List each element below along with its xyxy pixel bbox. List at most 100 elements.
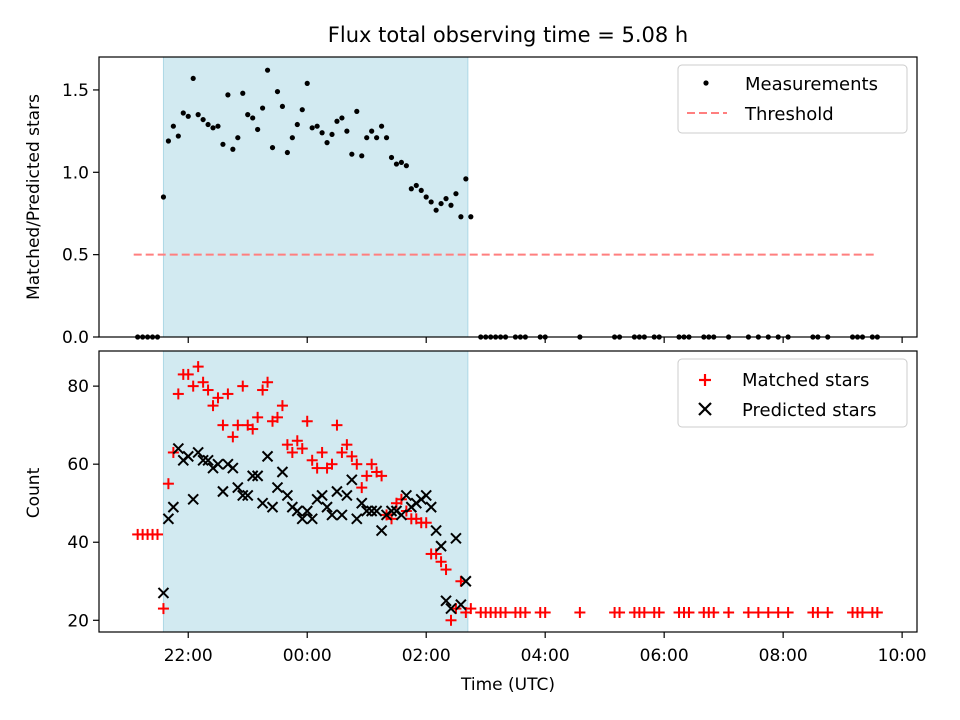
count-y-tick-label: 20 <box>67 611 89 631</box>
measurement-point <box>274 88 281 95</box>
measurement-point <box>284 149 290 156</box>
ratio-x-ticks <box>187 337 903 343</box>
measurement-point <box>453 191 459 197</box>
predicted-star-point <box>331 485 343 498</box>
predicted-star-point <box>341 489 353 502</box>
predicted-star-point <box>425 501 437 513</box>
matched-star-point <box>217 419 229 431</box>
count-x-tick-label: 00:00 <box>283 646 332 666</box>
matched-star-point <box>157 603 169 615</box>
predicted-star-point <box>271 481 284 494</box>
predicted-star-point <box>217 485 229 498</box>
predicted-star-point <box>251 470 264 482</box>
measurement-point <box>309 125 315 131</box>
measurement-point <box>364 135 370 141</box>
measurement-point <box>324 140 330 146</box>
matched-star-point <box>708 606 720 618</box>
ratio-y-ticks: 0.0 0.5 1.0 1.5 <box>62 81 99 348</box>
measurement-point <box>269 144 276 151</box>
predicted-star-point <box>172 442 185 455</box>
count-y-tick-label: 40 <box>67 533 89 553</box>
measurement-point <box>393 161 400 167</box>
predicted-star-point <box>356 497 368 509</box>
matched-star-point <box>172 388 184 400</box>
predicted-star-points <box>157 442 472 615</box>
matched-star-point <box>361 470 373 482</box>
matched-star-point <box>782 606 794 618</box>
predicted-star-point <box>192 446 204 459</box>
measurement-point <box>245 112 251 118</box>
matched-star-point <box>638 606 650 618</box>
measurement-point <box>205 121 211 128</box>
measurement-point <box>255 126 261 133</box>
predicted-star-point <box>445 602 457 615</box>
matched-star-point <box>306 454 318 466</box>
matched-star-point <box>291 435 303 447</box>
predicted-star-point <box>365 505 378 517</box>
ratio-y-tick-label: 0.0 <box>62 328 89 348</box>
matched-star-point <box>752 606 764 618</box>
predicted-star-point <box>276 466 289 478</box>
measurement-point <box>378 123 385 129</box>
count-x-tick-label: 06:00 <box>640 646 689 666</box>
measurement-point <box>433 207 439 213</box>
predicted-star-point <box>232 481 244 494</box>
matched-star-point <box>202 384 214 396</box>
measurement-point <box>314 123 320 129</box>
matched-star-point <box>276 400 288 412</box>
matched-star-point <box>252 411 264 423</box>
matched-star-point <box>192 361 204 373</box>
matched-star-point <box>812 606 824 618</box>
measurement-point <box>279 103 286 110</box>
measurement-point <box>200 116 206 123</box>
predicted-star-point <box>237 489 249 502</box>
measurement-point <box>408 186 414 192</box>
predicted-star-point <box>167 501 180 513</box>
count-x-tick-label: 10:00 <box>878 646 927 666</box>
count-legend-box <box>677 358 908 428</box>
matched-star-point <box>822 606 834 618</box>
matched-star-point <box>326 458 338 470</box>
predicted-star-point <box>326 509 338 521</box>
measurement-point <box>334 118 340 124</box>
predicted-star-point <box>212 458 224 470</box>
matched-star-point <box>500 606 512 618</box>
measurement-point <box>319 130 325 136</box>
count-y-tick-label: 60 <box>67 455 89 475</box>
matched-star-point <box>281 439 293 451</box>
count-panel: 20 40 60 80 22:00 00:00 02:00 04:00 06:00 08:00 1… <box>24 350 927 695</box>
count-axes-frame <box>98 350 918 633</box>
measurement-point <box>250 115 256 121</box>
matched-star-point <box>311 462 323 474</box>
measurement-point <box>448 202 454 208</box>
measurement-point <box>359 153 365 159</box>
matched-star-point <box>331 419 343 431</box>
matched-star-point <box>762 606 774 618</box>
legend-label-threshold: Threshold <box>744 104 834 125</box>
measurement-point <box>344 128 350 134</box>
ratio-axes-frame <box>98 56 918 338</box>
measurement-point <box>299 107 305 113</box>
legend-marker-predicted <box>698 402 712 416</box>
matched-star-point <box>187 380 199 392</box>
matched-star-point <box>341 439 353 451</box>
matched-star-point <box>723 606 735 618</box>
legend-label-matched: Matched stars <box>742 370 869 391</box>
legend-label-predicted: Predicted stars <box>742 400 876 421</box>
predicted-star-point <box>400 489 413 502</box>
matched-star-point <box>197 376 209 388</box>
predicted-star-point <box>266 501 279 513</box>
matched-star-point <box>227 431 239 443</box>
measurement-point <box>374 135 380 141</box>
ratio-y-tick-label: 1.0 <box>62 163 89 183</box>
measurement-point <box>190 75 196 82</box>
predicted-star-point <box>346 474 358 486</box>
matched-star-point <box>465 603 477 615</box>
predicted-star-point <box>256 497 269 509</box>
matched-star-point <box>420 517 432 529</box>
measurement-point <box>260 105 266 111</box>
predicted-star-point <box>351 513 363 525</box>
matched-star-point <box>182 368 194 380</box>
matched-star-point <box>376 470 388 482</box>
measurement-point <box>165 138 172 144</box>
